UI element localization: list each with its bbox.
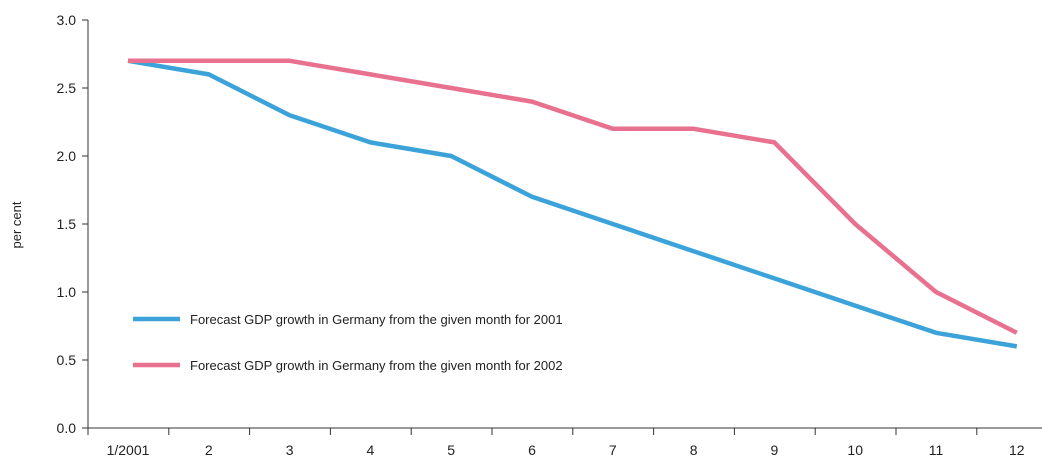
y-tick-label: 0.0 [57,420,77,436]
x-tick-label: 9 [771,442,779,458]
series-line-1 [127,58,1018,349]
x-tick-label: 7 [609,442,617,458]
y-tick-label: 3.0 [57,12,77,28]
series-line-2 [128,58,1018,335]
y-tick-label: 0.5 [57,352,77,368]
x-tick-label: 2 [205,442,213,458]
x-tick-label: 11 [929,442,944,458]
x-tick-label: 1/2001 [107,442,150,458]
legend-label-1: Forecast GDP growth in Germany from the … [190,312,563,327]
x-tick-label: 12 [1009,442,1025,458]
legend: Forecast GDP growth in Germany from the … [133,312,563,373]
x-tick-label: 8 [690,442,698,458]
x-tick-label: 3 [286,442,294,458]
x-tick-label: 5 [447,442,455,458]
x-tick-label: 10 [847,442,863,458]
y-tick-label: 1.5 [57,216,77,232]
x-tick-label: 4 [367,442,375,458]
series-layer [127,58,1018,349]
y-axis-title: per cent [9,201,24,248]
y-tick-label: 2.0 [57,148,77,164]
y-tick-label: 2.5 [57,80,77,96]
legend-label-2: Forecast GDP growth in Germany from the … [190,358,563,373]
x-ticks: 1/2001 2 3 4 5 6 7 8 9 10 11 12 [87,428,1025,458]
x-tick-label: 6 [528,442,536,458]
y-tick-label: 1.0 [57,284,77,300]
y-ticks: 0.0 0.5 1.0 1.5 2.0 2.5 3.0 [57,12,88,436]
